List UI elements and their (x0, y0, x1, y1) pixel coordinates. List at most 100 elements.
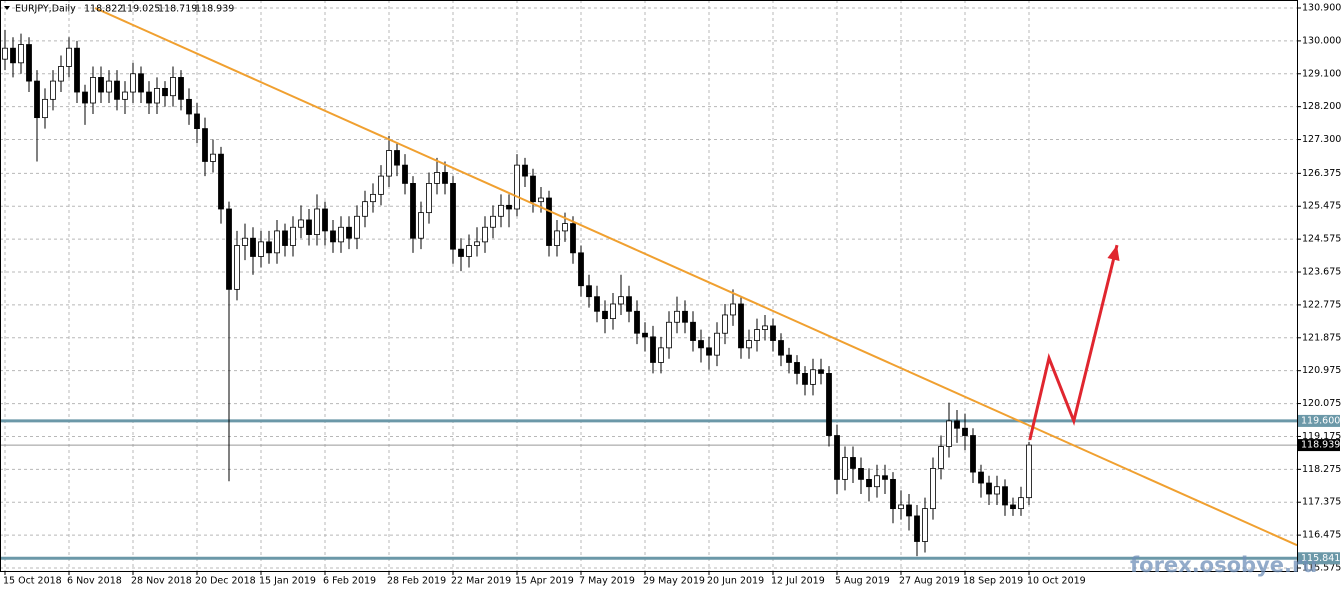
candle-body (138, 73, 144, 93)
candle-body (938, 446, 944, 469)
x-tick-label: 18 Sep 2019 (963, 576, 1023, 587)
candle-body (122, 91, 128, 100)
candle-body (242, 237, 248, 246)
candle-body (378, 175, 384, 195)
candle-body (266, 241, 272, 254)
candle-body (458, 248, 464, 257)
y-tick-label: 128.200 (1302, 101, 1341, 112)
y-tick-label: 130.900 (1302, 3, 1341, 14)
candle-body (346, 226, 352, 239)
header-price: 118.939 (195, 4, 234, 15)
y-tick-label: 129.100 (1302, 68, 1341, 79)
candle-body (250, 237, 256, 257)
candle-body (786, 354, 792, 363)
candle-body (546, 197, 552, 246)
candle-body (722, 314, 728, 334)
candle-body (562, 223, 568, 232)
x-tick-label: 15 Oct 2018 (3, 576, 62, 587)
candle-body (106, 80, 112, 93)
candle-body (946, 420, 952, 447)
last-price-label: 118.939 (1301, 440, 1340, 451)
y-tick-label: 125.475 (1302, 201, 1341, 212)
x-tick-label: 6 Nov 2018 (67, 576, 122, 587)
candle-body (402, 164, 408, 184)
y-tick-label: 116.475 (1302, 530, 1341, 541)
y-tick-label: 115.575 (1302, 563, 1341, 574)
candle-body (426, 183, 432, 214)
y-tick-label: 122.775 (1302, 299, 1341, 310)
trendline (94, 7, 1298, 547)
forecast-arrow (1028, 244, 1119, 441)
candle-body (898, 504, 904, 510)
candle-body (538, 197, 544, 203)
plot-frame (0, 0, 1298, 572)
candle-body (658, 347, 664, 363)
candle-body (650, 336, 656, 363)
last-price-box (1298, 439, 1340, 452)
candle-body (498, 204, 504, 217)
level-label-box (1298, 552, 1340, 565)
candle-body (66, 47, 72, 67)
candle-body (2, 47, 8, 60)
candle-body (282, 230, 288, 246)
candle-body (570, 223, 576, 254)
x-tick-label: 20 Jun 2019 (707, 576, 764, 587)
candle-body (922, 508, 928, 542)
candle-body (634, 310, 640, 334)
candle-body (42, 98, 48, 119)
candle-body (930, 468, 936, 510)
candle-body (970, 435, 976, 473)
x-tick-label: 20 Dec 2018 (195, 576, 256, 587)
candle-body (618, 296, 624, 305)
candle-body (962, 427, 968, 436)
candle-body (386, 150, 392, 177)
menu-triangle (4, 6, 10, 10)
candle-body (834, 435, 840, 480)
candle-body (434, 172, 440, 184)
candle-body (58, 66, 64, 82)
candle-body (666, 321, 672, 349)
candle-body (578, 252, 584, 287)
candle-body (602, 310, 608, 320)
candle-body (682, 310, 688, 323)
candle-body (514, 164, 520, 210)
candle-body (906, 504, 912, 517)
y-tick-label: 121.875 (1302, 332, 1341, 343)
candle-body (610, 303, 616, 320)
candle-body (802, 373, 808, 385)
candle-body (794, 362, 800, 374)
candle-body (690, 321, 696, 341)
x-tick-label: 6 Feb 2019 (323, 576, 376, 587)
candle-body (482, 226, 488, 243)
candle-body (1018, 497, 1024, 510)
x-tick-label: 27 Aug 2019 (899, 576, 960, 587)
candle-body (586, 285, 592, 298)
candle-body (394, 150, 400, 166)
y-tick-label: 120.975 (1302, 365, 1341, 376)
candle-body (114, 80, 120, 100)
candle-body (74, 47, 80, 93)
candle-body (10, 47, 16, 64)
y-tick-label: 126.375 (1302, 168, 1341, 179)
candle-body (170, 77, 176, 97)
header-price: 118.822 (84, 4, 123, 15)
candle-body (258, 241, 264, 257)
x-tick-label: 28 Nov 2018 (131, 576, 192, 587)
candle-body (754, 329, 760, 341)
watermark: forex.osobye.ru (1130, 553, 1317, 577)
y-tick-label: 127.300 (1302, 134, 1341, 145)
y-tick-label: 119.175 (1302, 431, 1341, 442)
candle-body (522, 164, 528, 177)
candle-body (594, 296, 600, 312)
candle-body (330, 230, 336, 243)
x-tick-label: 12 Jul 2019 (771, 576, 825, 587)
candle-body (450, 183, 456, 250)
y-tick-label: 123.675 (1302, 267, 1341, 278)
level-label: 115.841 (1301, 553, 1340, 564)
x-tick-label: 15 Jan 2019 (259, 576, 316, 587)
header-price: 118.719 (158, 4, 197, 15)
candle-body (714, 332, 720, 356)
candle-body (354, 215, 360, 239)
candle-body (698, 340, 704, 349)
